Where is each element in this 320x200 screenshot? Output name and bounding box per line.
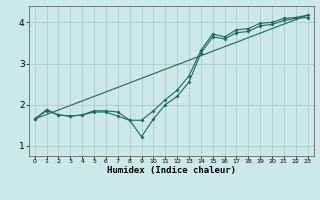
X-axis label: Humidex (Indice chaleur): Humidex (Indice chaleur) <box>107 166 236 175</box>
